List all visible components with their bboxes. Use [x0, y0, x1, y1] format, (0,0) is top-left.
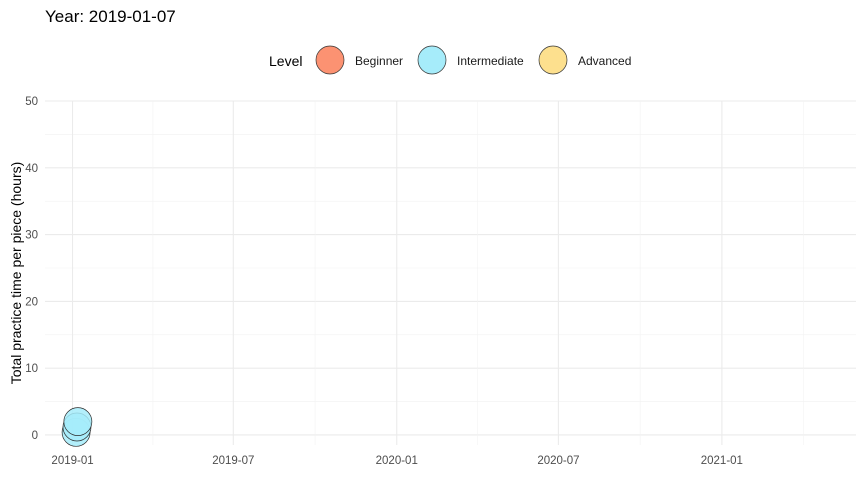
y-tick-label: 10 — [25, 363, 38, 375]
x-tick-label: 2020-01 — [376, 455, 418, 467]
y-tick-label: 40 — [25, 163, 38, 175]
x-tick-label: 2019-07 — [212, 455, 254, 467]
legend-key-advanced — [538, 45, 568, 75]
legend-label-advanced: Advanced — [578, 54, 631, 68]
y-axis-label: Total practice time per piece (hours) — [8, 162, 24, 385]
legend-title: Level — [269, 53, 302, 69]
plot-grid — [45, 100, 856, 445]
legend: Level Beginner Intermediate Advanced — [269, 45, 631, 75]
y-tick-label: 20 — [25, 296, 38, 308]
data-points — [61, 407, 93, 447]
chart-title: Year: 2019-01-07 — [45, 7, 176, 26]
legend-key-intermediate — [417, 45, 447, 75]
x-tick-label: 2019-01 — [51, 455, 93, 467]
legend-label-intermediate: Intermediate — [457, 54, 524, 68]
data-point — [63, 407, 93, 436]
y-tick-label: 50 — [25, 96, 38, 108]
y-tick-label: 0 — [32, 430, 38, 442]
y-tick-label: 30 — [25, 230, 38, 242]
legend-label-beginner: Beginner — [355, 54, 403, 68]
x-tick-label: 2020-07 — [537, 455, 579, 467]
x-tick-label: 2021-01 — [701, 455, 743, 467]
x-axis-ticks: 2019-01 2019-07 2020-01 2020-07 2021-01 — [51, 455, 743, 467]
legend-key-beginner — [315, 45, 345, 75]
y-axis-ticks: 0 10 20 30 40 50 — [25, 96, 38, 442]
